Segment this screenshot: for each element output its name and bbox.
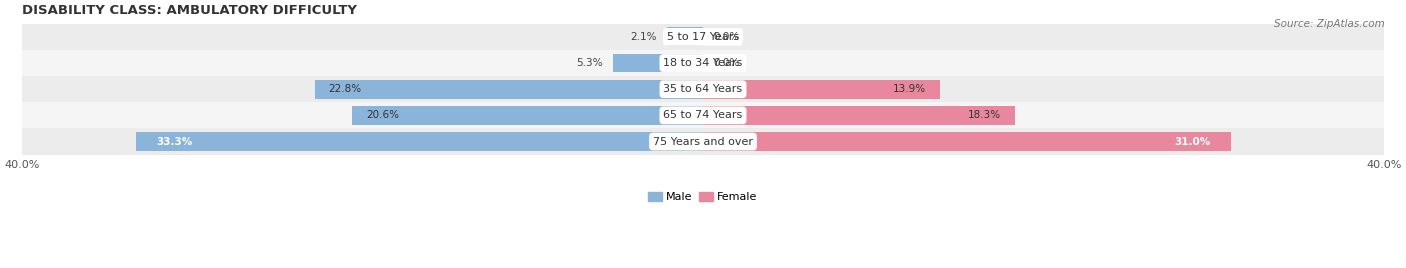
Bar	[668, 28, 703, 46]
Text: 18.3%: 18.3%	[967, 110, 1001, 120]
Text: 5.3%: 5.3%	[576, 58, 603, 68]
Bar	[22, 128, 1384, 155]
Text: 65 to 74 Years: 65 to 74 Years	[664, 110, 742, 120]
Bar	[703, 106, 1015, 125]
Text: 20.6%: 20.6%	[366, 110, 399, 120]
Bar	[22, 102, 1384, 128]
Bar	[353, 106, 703, 125]
Bar	[703, 132, 1230, 151]
Text: 13.9%: 13.9%	[893, 84, 927, 94]
Text: 33.3%: 33.3%	[156, 136, 193, 147]
Text: 31.0%: 31.0%	[1174, 136, 1211, 147]
Text: 35 to 64 Years: 35 to 64 Years	[664, 84, 742, 94]
Text: 2.1%: 2.1%	[630, 32, 657, 42]
Text: DISABILITY CLASS: AMBULATORY DIFFICULTY: DISABILITY CLASS: AMBULATORY DIFFICULTY	[22, 4, 357, 17]
Legend: Male, Female: Male, Female	[644, 187, 762, 206]
Text: 22.8%: 22.8%	[329, 84, 361, 94]
Bar	[136, 132, 703, 151]
Text: Source: ZipAtlas.com: Source: ZipAtlas.com	[1274, 19, 1385, 29]
Text: 75 Years and over: 75 Years and over	[652, 136, 754, 147]
Text: 5 to 17 Years: 5 to 17 Years	[666, 32, 740, 42]
Text: 0.0%: 0.0%	[713, 32, 740, 42]
Text: 0.0%: 0.0%	[713, 58, 740, 68]
Bar	[613, 54, 703, 72]
Bar	[315, 80, 703, 99]
Bar	[22, 50, 1384, 76]
Bar	[22, 76, 1384, 102]
Text: 18 to 34 Years: 18 to 34 Years	[664, 58, 742, 68]
Bar	[703, 80, 939, 99]
Bar	[22, 24, 1384, 50]
